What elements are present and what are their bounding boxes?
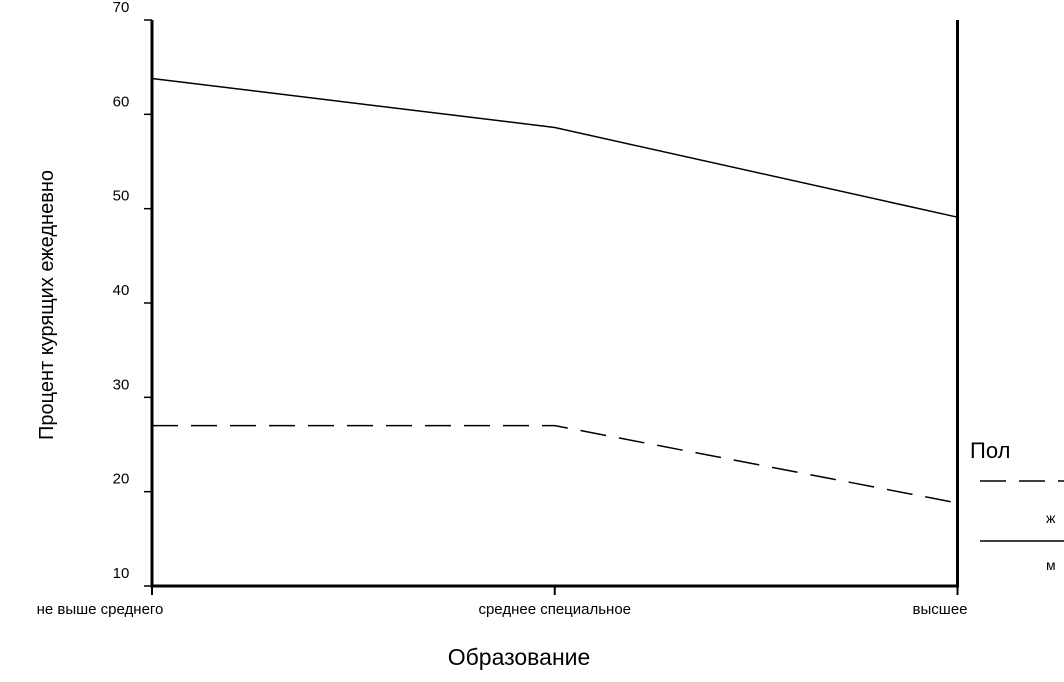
x-axis-ticks: не выше среднего среднее специальное высше… (37, 586, 968, 618)
legend: Пол ж м (970, 438, 1064, 573)
x-axis-label: Образование (448, 644, 591, 670)
y-axis-label: Процент курящих ежедневно (36, 170, 58, 440)
legend-label-м: м (1046, 557, 1056, 573)
y-tick-label-50: 50 (113, 188, 130, 205)
x-tick-label-2: высшее (913, 601, 968, 618)
y-tick-label-60: 60 (113, 93, 130, 110)
y-tick-label-70: 70 (113, 0, 130, 16)
series-lines (151, 77, 958, 504)
x-tick-label-0: не выше среднего (37, 601, 164, 618)
y-tick-label-10: 10 (113, 565, 130, 582)
y-tick-label-30: 30 (113, 376, 130, 393)
legend-label-ж: ж (1046, 510, 1056, 526)
y-tick-label-20: 20 (113, 471, 130, 488)
series-line-1 (151, 77, 958, 218)
series-line-0 (152, 424, 958, 504)
legend-title: Пол (970, 438, 1010, 463)
y-axis-ticks: 10 20 30 40 50 60 70 (113, 0, 152, 587)
x-tick-label-1: среднее специальное (478, 601, 631, 618)
chart-axes (150, 20, 959, 588)
y-tick-label-40: 40 (113, 282, 130, 299)
